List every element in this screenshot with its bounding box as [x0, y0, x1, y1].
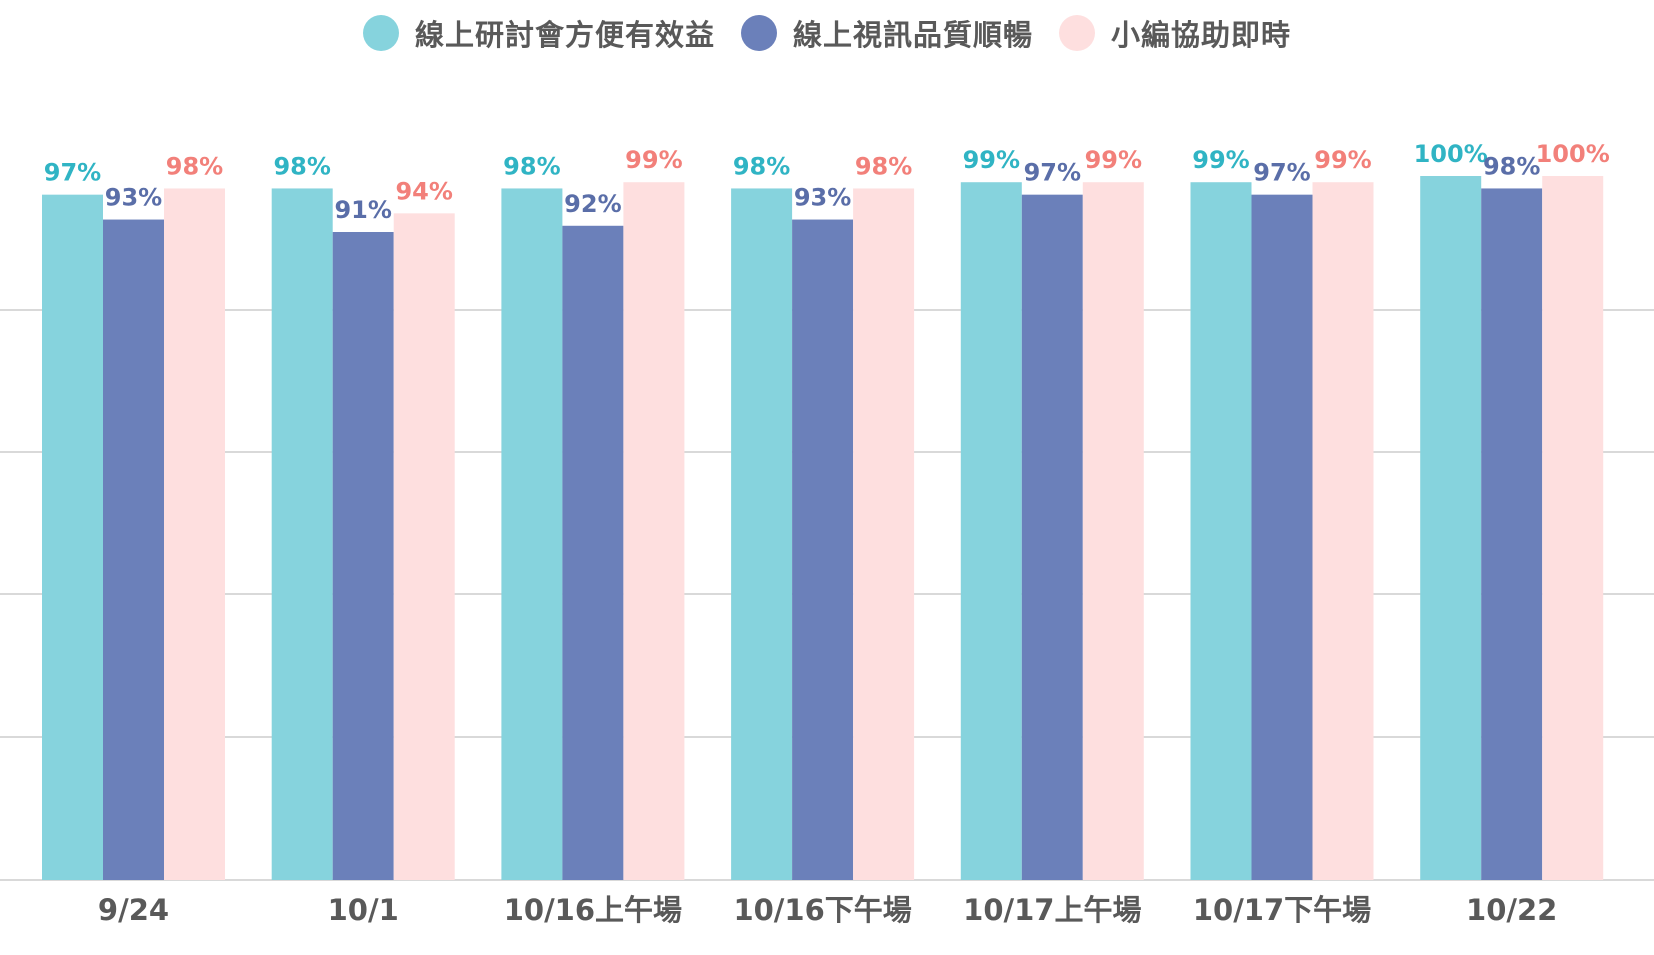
bar	[1420, 176, 1482, 880]
bar	[393, 213, 455, 881]
bar	[1190, 182, 1252, 880]
data-label: 98%	[733, 152, 790, 180]
bar	[1312, 182, 1374, 880]
data-label: 98%	[166, 152, 223, 180]
legend-label: 線上研討會方便有效益	[414, 18, 715, 52]
data-label: 99%	[625, 146, 682, 174]
category-label: 10/22	[1466, 893, 1557, 927]
legend-item: 線上視訊品質順暢	[740, 12, 1033, 54]
legend-swatch	[740, 15, 777, 51]
legend-swatch	[362, 15, 399, 51]
data-label: 92%	[564, 190, 621, 218]
bar	[1251, 194, 1313, 880]
data-label: 99%	[1314, 146, 1371, 174]
bar	[501, 188, 563, 880]
data-label: 99%	[1192, 146, 1249, 174]
data-label: 100%	[1536, 140, 1610, 168]
data-label: 93%	[794, 184, 851, 212]
data-label: 99%	[1085, 146, 1142, 174]
bar	[1481, 188, 1543, 880]
bar	[731, 188, 793, 880]
category-label: 10/16下午場	[733, 893, 911, 927]
data-label: 94%	[395, 177, 452, 205]
data-label: 97%	[44, 159, 101, 187]
chart-legend: 線上研討會方便有效益 線上視訊品質順暢 小編協助即時	[0, 8, 1654, 58]
legend-item: 線上研討會方便有效益	[362, 12, 715, 54]
bar	[271, 188, 333, 880]
bar	[1082, 182, 1144, 880]
category-label: 10/16上午場	[504, 893, 682, 927]
data-label: 93%	[105, 184, 162, 212]
data-label: 98%	[855, 152, 912, 180]
bar	[562, 225, 624, 880]
bar	[164, 188, 225, 880]
bar	[42, 194, 103, 880]
data-label: 98%	[1483, 152, 1540, 180]
legend-swatch	[1059, 15, 1095, 51]
bar	[623, 182, 685, 880]
legend-label: 線上視訊品質順暢	[792, 18, 1033, 52]
bar	[792, 219, 854, 881]
data-label: 100%	[1414, 140, 1488, 168]
bar	[332, 232, 394, 880]
category-label: 9/24	[98, 893, 169, 927]
bar	[1542, 176, 1604, 880]
category-label: 10/17下午場	[1193, 893, 1371, 927]
bar	[103, 219, 164, 881]
data-label: 97%	[1024, 159, 1081, 187]
data-label: 98%	[273, 152, 330, 180]
category-label: 10/17上午場	[963, 893, 1141, 927]
data-label: 97%	[1253, 159, 1310, 187]
category-label: 10/1	[328, 893, 399, 927]
data-label: 98%	[503, 152, 560, 180]
bar	[1021, 194, 1083, 880]
legend-label: 小編協助即時	[1111, 18, 1292, 52]
legend-item: 小編協助即時	[1059, 12, 1291, 54]
bar	[960, 182, 1022, 880]
bar	[853, 188, 915, 880]
data-label: 91%	[334, 196, 391, 224]
data-label: 99%	[963, 146, 1020, 174]
